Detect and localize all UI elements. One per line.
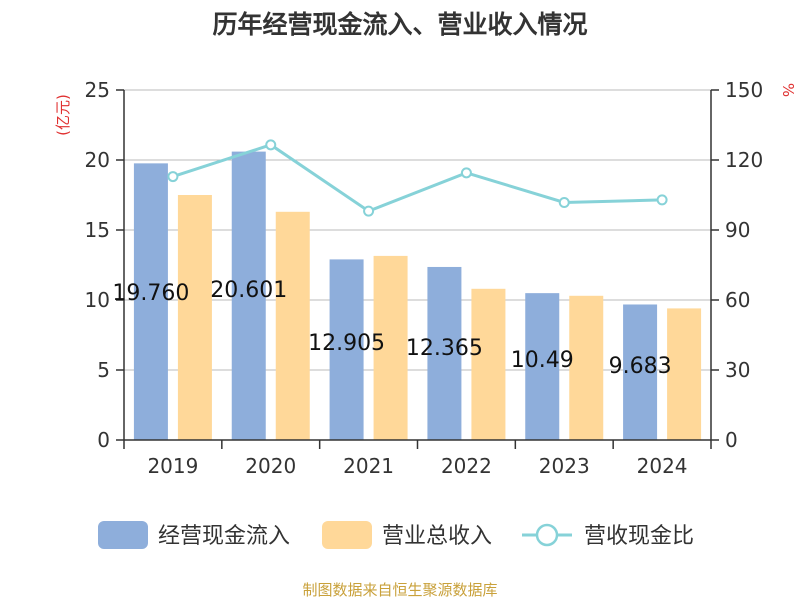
bar-revenue <box>373 255 408 440</box>
bar-data-label: 12.905 <box>308 331 385 356</box>
plot-area: 0 5 10 15 20 25 0 30 60 90 120 150 2019 2020 2021 2022 2… <box>85 78 764 478</box>
right-tick-label: 150 <box>725 78 763 102</box>
bar-data-label: 9.683 <box>609 354 672 379</box>
left-tick-label: 20 <box>85 148 110 172</box>
left-tick-label: 25 <box>85 78 110 102</box>
left-axis-unit: (亿元) <box>54 94 72 136</box>
legend-label: 经营现金流入 <box>158 524 290 549</box>
legend-label: 营收现金比 <box>584 524 694 549</box>
x-tick-label: 2023 <box>539 454 590 478</box>
right-tick-label: 90 <box>725 218 750 242</box>
bar-data-label: 20.601 <box>210 278 287 303</box>
bar-revenue <box>569 295 604 440</box>
bar-revenue <box>667 308 702 440</box>
left-tick-label: 5 <box>97 358 110 382</box>
ratio-point <box>558 196 570 208</box>
right-tick-label: 30 <box>725 358 750 382</box>
source-note: 制图数据来自恒生聚源数据库 <box>302 581 497 599</box>
x-tick-label: 2021 <box>343 454 394 478</box>
ratio-point <box>265 139 277 151</box>
bar-revenue <box>275 211 310 440</box>
ratio-line <box>172 143 663 213</box>
bar-revenue <box>471 288 506 440</box>
chart-title: 历年经营现金流入、营业收入情况 <box>212 10 587 39</box>
bar-cash-inflow <box>329 259 364 440</box>
legend-marker <box>535 523 559 547</box>
left-tick-label: 0 <box>97 428 110 452</box>
x-tick-label: 2022 <box>441 454 492 478</box>
bar-data-label: 12.365 <box>406 336 483 361</box>
bar-cash-inflow <box>133 163 168 441</box>
x-tick-label: 2020 <box>245 454 296 478</box>
x-tick-label: 2019 <box>147 454 198 478</box>
right-tick-label: 0 <box>725 428 738 452</box>
bar-revenue <box>177 195 212 440</box>
right-tick-label: 60 <box>725 288 750 312</box>
ratio-point <box>167 171 179 183</box>
legend-swatch <box>98 521 148 549</box>
ratio-point <box>363 205 375 217</box>
right-tick-label: 120 <box>725 148 763 172</box>
right-axis-unit: % <box>779 83 797 97</box>
x-tick-label: 2024 <box>637 454 688 478</box>
bar-cash-inflow <box>623 304 658 440</box>
bar-cash-inflow <box>525 293 560 440</box>
legend-label: 营业总收入 <box>382 524 492 549</box>
ratio-point <box>460 167 472 179</box>
ratio-point <box>656 194 668 206</box>
legend-swatch <box>322 521 372 549</box>
bar-cash-inflow <box>427 266 462 440</box>
legend: 经营现金流入 营业总收入 营收现金比 <box>98 521 694 549</box>
bar-data-label: 19.760 <box>112 281 189 306</box>
left-tick-label: 10 <box>85 288 110 312</box>
left-tick-label: 15 <box>85 218 110 242</box>
bar-cash-inflow <box>231 151 266 440</box>
bar-data-label: 10.49 <box>511 348 574 373</box>
